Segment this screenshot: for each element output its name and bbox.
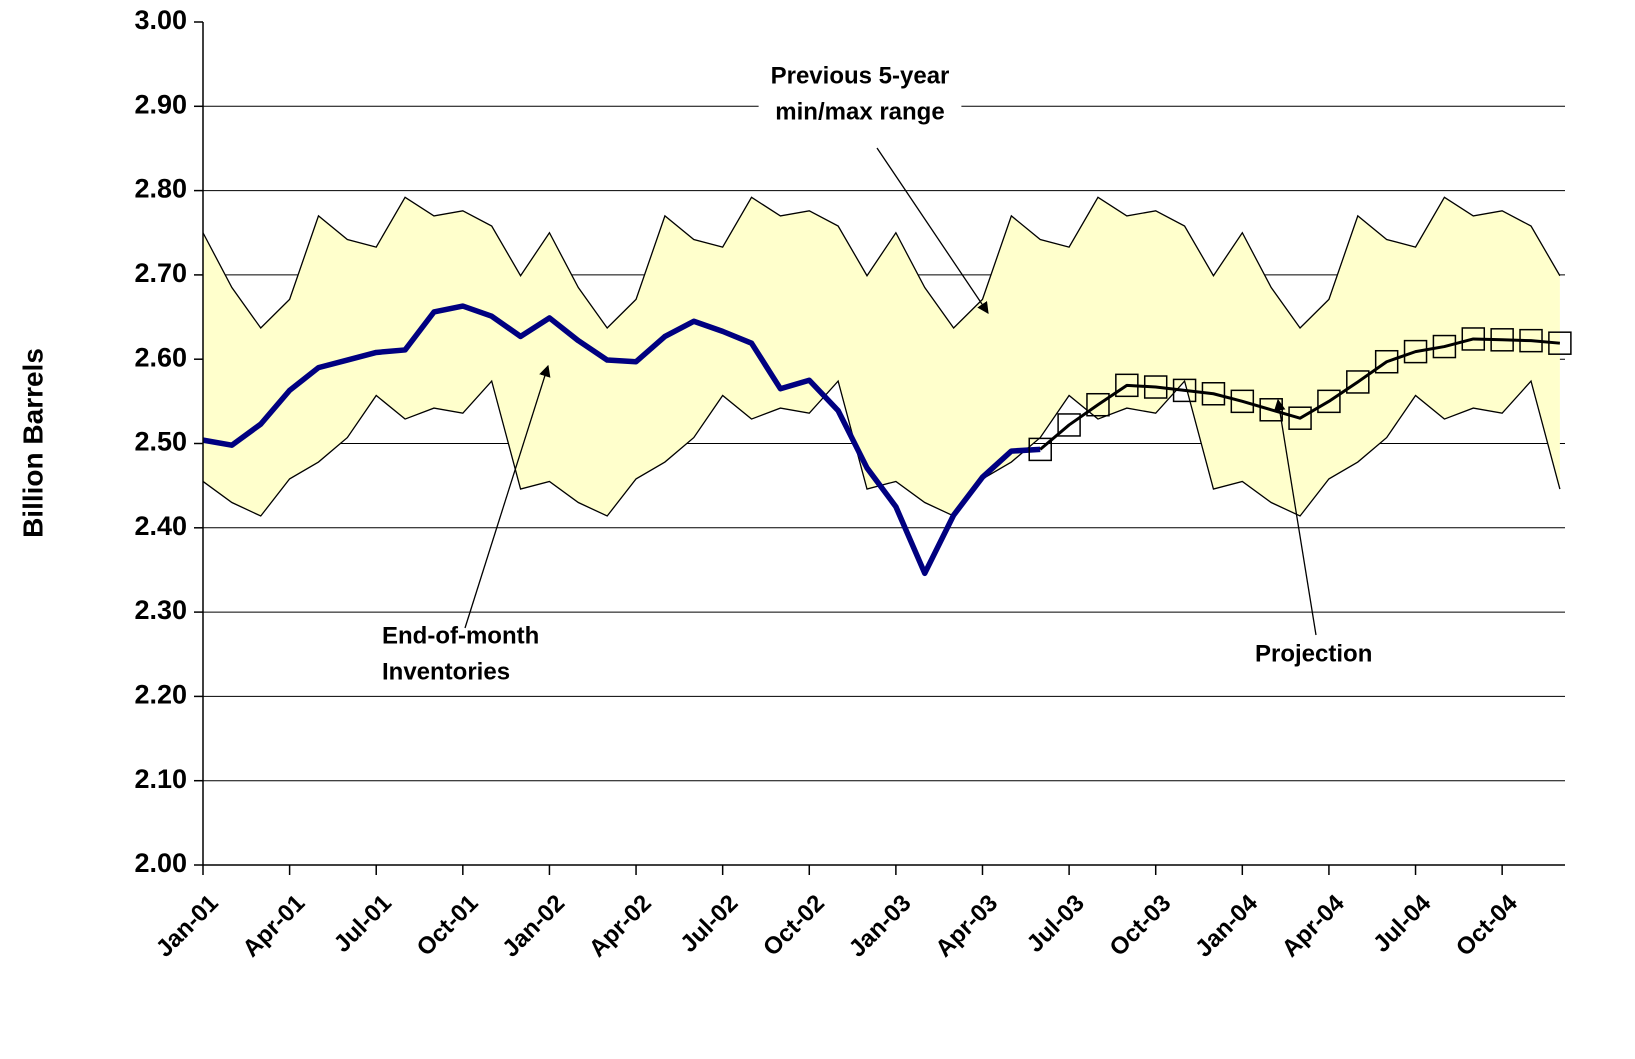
marker [1057, 413, 1081, 437]
marker [1028, 437, 1052, 462]
annotation-arrow [876, 147, 989, 314]
marker [1548, 331, 1572, 355]
marker [1086, 392, 1110, 417]
y-tick-label: 2.70 [134, 258, 187, 288]
marker [1172, 378, 1197, 403]
y-tick-label: 2.40 [134, 511, 187, 541]
marker [1374, 349, 1399, 374]
y-tick-label: 2.10 [134, 764, 187, 794]
marker [1201, 382, 1226, 406]
annotation-text: Inventories [382, 658, 510, 685]
y-tick-label: 3.00 [134, 5, 187, 35]
y-tick-label: 2.20 [134, 680, 187, 710]
annotation-text: min/max range [775, 98, 944, 125]
annotation-arrow [1273, 398, 1317, 636]
marker [1519, 328, 1543, 353]
axes: 2.00 2.10 2.20 2.30 2.40 2.50 2.60 2.70 2.80 2.90… [134, 5, 1565, 963]
x-tick-label: Jul-01 [329, 890, 397, 958]
x-tick-label: Apr-01 [237, 890, 310, 963]
plot-area [202, 196, 1572, 577]
marker [1288, 406, 1312, 430]
series-line [1039, 337, 1561, 451]
y-tick-label: 2.80 [134, 174, 187, 204]
marker [1346, 370, 1370, 394]
x-tick-label: Jan-01 [151, 890, 224, 963]
x-tick-label: Oct-03 [1105, 890, 1177, 962]
annotations: Previous 5-year min/max range End-of-month… [370, 58, 1385, 690]
annotation: Previous 5-year min/max range [758, 58, 989, 314]
x-tick-label: Oct-02 [758, 890, 830, 962]
annotation-text: Previous 5-year [771, 62, 950, 89]
marker [1461, 327, 1486, 351]
marker [1432, 334, 1457, 359]
x-tick-label: Jul-04 [1368, 889, 1437, 958]
x-tick-label: Apr-04 [1277, 889, 1350, 962]
annotation: End-of-month Inventories [370, 364, 552, 690]
x-tick-label: Oct-01 [412, 890, 484, 962]
range-band [203, 197, 1560, 516]
range-max-line [202, 196, 1561, 330]
marker [1230, 389, 1255, 414]
x-tick-label: Apr-03 [930, 890, 1003, 963]
x-tick-label: Jan-04 [1190, 889, 1263, 962]
x-tick-label: Jul-02 [675, 890, 743, 958]
marker [1490, 328, 1514, 352]
annotation-text: End-of-month [382, 622, 539, 649]
y-tick-label: 2.50 [134, 427, 187, 457]
marker [1317, 389, 1341, 414]
marker [1403, 339, 1428, 364]
x-tick-label: Oct-04 [1451, 889, 1523, 961]
annotation-text: Projection [1255, 640, 1372, 667]
annotation-bg [1243, 636, 1385, 672]
x-tick-label: Jan-03 [844, 890, 917, 963]
annotation-bg [370, 618, 552, 690]
annotation-arrow [464, 364, 551, 629]
y-tick-label: 2.30 [134, 595, 187, 625]
y-tick-label: 2.90 [134, 89, 187, 119]
y-tick-label: 2.00 [134, 848, 187, 878]
y-tick-label: 2.60 [134, 342, 187, 372]
x-tick-label: Jul-03 [1022, 890, 1090, 958]
annotation: Projection [1243, 398, 1385, 672]
series-line [202, 303, 1041, 577]
marker [1115, 373, 1139, 398]
annotation-bg [758, 58, 962, 130]
marker [1143, 375, 1168, 399]
x-tick-label: Jan-02 [497, 890, 570, 963]
x-tick-label: Apr-02 [584, 890, 657, 963]
y-axis-title: Billion Barrels [17, 348, 48, 538]
